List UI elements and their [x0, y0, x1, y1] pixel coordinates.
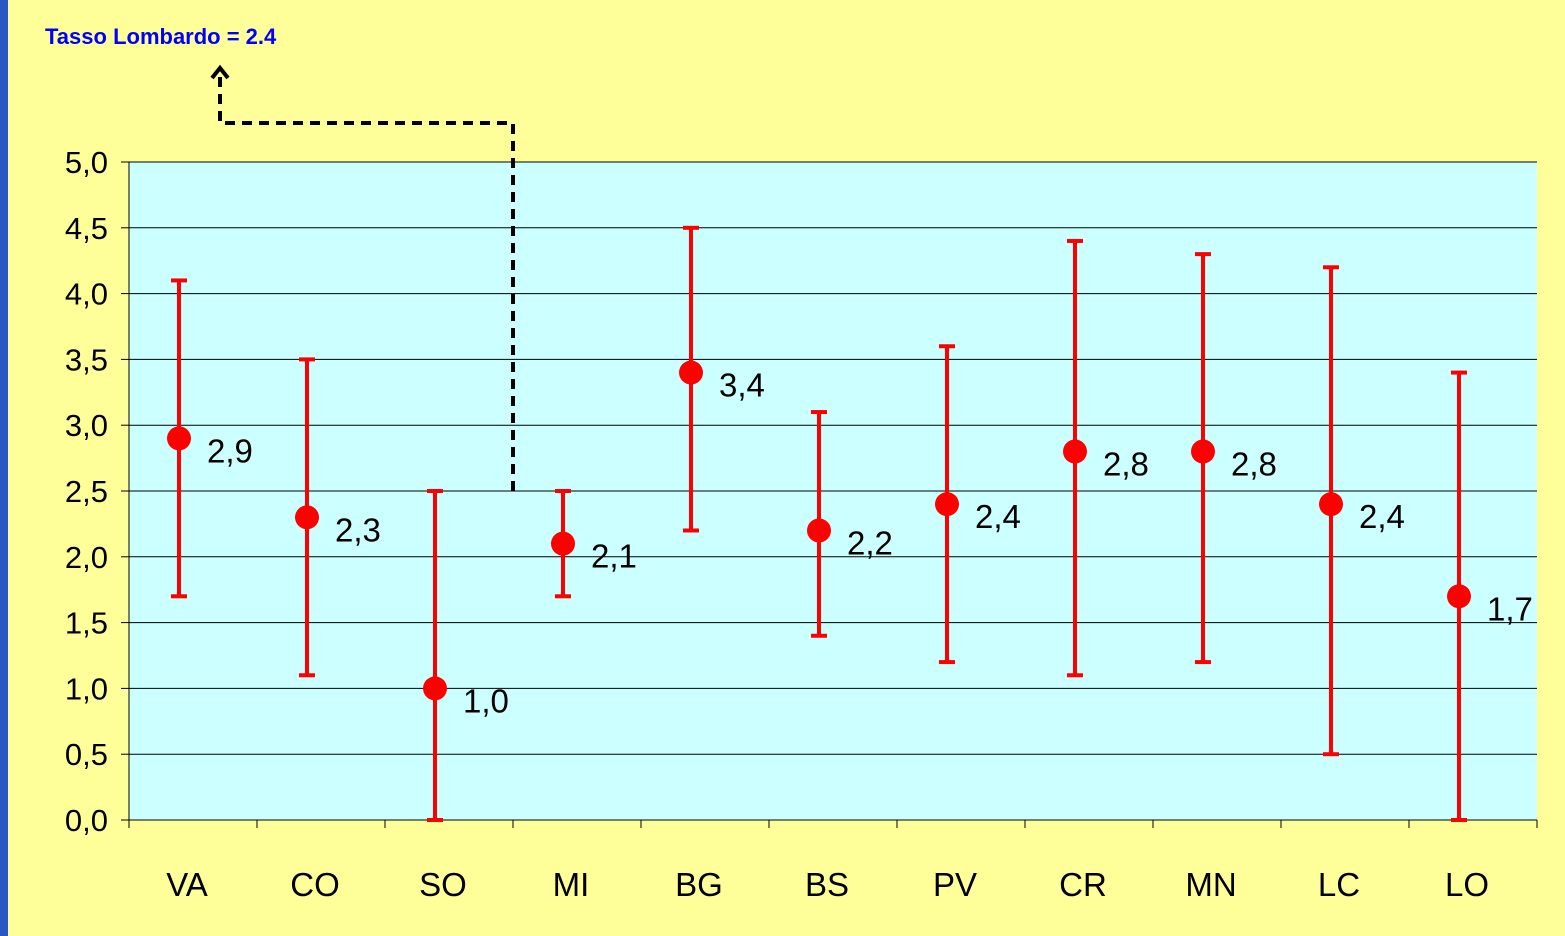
data-point — [295, 505, 319, 530]
reference-dashed-line — [218, 76, 515, 491]
data-label: 2,1 — [591, 538, 637, 575]
x-tick-label: LO — [1445, 866, 1489, 903]
data-label: 2,2 — [847, 524, 893, 561]
y-tick-label: 2,0 — [65, 540, 108, 575]
chart-background: 2,9 2,3 1,0 2,1 3,4 2,2 2,4 2,8 2,8 2,4 1,7 0,0 0,5… — [8, 0, 1565, 936]
data-label: 2,4 — [1359, 498, 1405, 535]
y-tick-label: 1,0 — [65, 671, 108, 706]
data-label: 1,0 — [463, 682, 509, 719]
data-label: 2,8 — [1103, 446, 1149, 483]
data-points — [167, 360, 1471, 701]
data-point — [1063, 439, 1087, 464]
data-point — [679, 360, 703, 385]
y-tick-label: 3,5 — [65, 342, 108, 377]
x-tick-labels: VA CO SO MI BG BS PV CR MN LC LO — [166, 866, 1489, 903]
y-tick-label: 0,5 — [65, 737, 108, 772]
data-label: 3,4 — [719, 367, 765, 404]
y-tick-label: 1,5 — [65, 606, 108, 641]
data-label: 2,4 — [975, 498, 1021, 535]
x-tick-label: SO — [419, 866, 467, 903]
axes — [121, 161, 1538, 828]
gridlines — [129, 161, 1537, 821]
y-tick-label: 4,0 — [65, 277, 108, 312]
data-point — [1319, 492, 1343, 517]
x-tick-label: BS — [805, 866, 849, 903]
reference-arrow-head — [210, 64, 230, 80]
data-point — [1191, 439, 1215, 464]
y-tick-label: 2,5 — [65, 474, 108, 509]
x-tick-label: CO — [290, 866, 340, 903]
reference-connector — [210, 64, 515, 491]
x-tick-label: VA — [166, 866, 208, 903]
data-point — [935, 492, 959, 517]
data-point — [423, 676, 447, 701]
data-point — [807, 518, 831, 543]
x-tick-label: LC — [1318, 866, 1360, 903]
y-tick-label: 5,0 — [65, 145, 108, 180]
data-point — [1447, 584, 1471, 609]
data-label: 2,9 — [207, 432, 253, 469]
x-tick-label: PV — [933, 866, 977, 903]
data-labels: 2,9 2,3 1,0 2,1 3,4 2,2 2,4 2,8 2,8 2,4 1,7 — [207, 367, 1533, 720]
y-tick-label: 3,0 — [65, 408, 108, 443]
y-tick-label: 4,5 — [65, 211, 108, 246]
x-tick-label: MN — [1185, 866, 1236, 903]
y-tick-labels: 0,0 0,5 1,0 1,5 2,0 2,5 3,0 3,5 4,0 4,5 5,0 — [65, 145, 108, 838]
annotation-text: Tasso Lombardo = 2.4 — [45, 24, 277, 49]
x-tick-label: CR — [1059, 866, 1107, 903]
data-point — [167, 426, 191, 451]
y-tick-label: 0,0 — [65, 803, 108, 838]
data-label: 2,3 — [335, 511, 381, 548]
chart-svg: 2,9 2,3 1,0 2,1 3,4 2,2 2,4 2,8 2,8 2,4 1,7 0,0 0,5… — [65, 64, 1538, 903]
x-tick-label: MI — [553, 866, 590, 903]
x-tick-label: BG — [675, 866, 723, 903]
data-label: 2,8 — [1231, 446, 1277, 483]
data-point — [551, 531, 575, 556]
data-label: 1,7 — [1487, 590, 1533, 627]
